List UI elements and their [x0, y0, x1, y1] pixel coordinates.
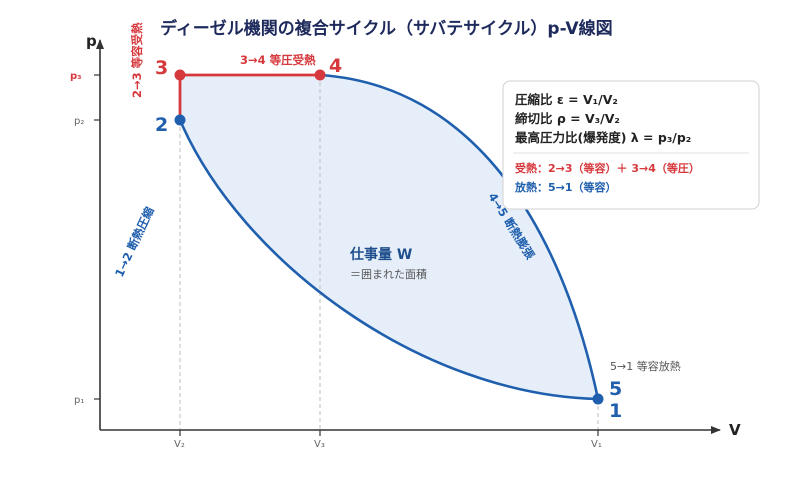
point-2-marker: [174, 114, 186, 126]
info-heat-out: 放熱：5→1（等容）: [514, 180, 617, 194]
point-5-label: 5: [609, 378, 622, 400]
point-1-marker: [592, 393, 604, 405]
x-axis-label: V: [729, 421, 741, 439]
curve-adiabatic-expansion: [319, 73, 600, 400]
work-subtitle: ＝囲まれた面積: [350, 267, 427, 281]
y-tick-p2: p₂: [74, 116, 84, 127]
diagram-title: ディーゼル機関の複合サイクル（サバテサイクル）p-V線図: [160, 18, 613, 39]
work-area: [180, 75, 598, 399]
y-tick-p3: p₃: [70, 71, 82, 82]
point-4-label: 4: [329, 55, 342, 77]
point-1-label: 1: [609, 400, 622, 422]
x-tick-v2: V₂: [174, 439, 185, 450]
y-axis-label: p: [86, 32, 97, 50]
point-3-label: 3: [155, 57, 168, 79]
x-tick-v1: V₁: [591, 439, 602, 450]
point-3-marker: [174, 69, 186, 81]
info-box: 圧縮比 ε = V₁/V₂ 締切比 ρ = V₃/V₂ 最高圧力比(爆発度) λ…: [502, 80, 760, 210]
label-const-pressure: 3→4 等圧受熱: [240, 53, 316, 67]
info-cutoff-ratio: 締切比 ρ = V₃/V₂: [515, 111, 620, 126]
work-title: 仕事量 W: [349, 246, 412, 263]
info-pressure-ratio: 最高圧力比(爆発度) λ = p₃/p₂: [515, 130, 691, 145]
info-heat-in: 受熱：2→3（等容）＋ 3→4（等圧）: [515, 161, 700, 175]
curve-adiabatic-compression: [178, 119, 599, 401]
y-tick-p1: p₁: [74, 395, 84, 406]
label-release: 5→1 等容放熱: [610, 359, 681, 373]
label-const-volume: 2→3 等容受熱: [130, 22, 144, 98]
point-4-marker: [314, 69, 326, 81]
point-2-label: 2: [155, 114, 168, 136]
label-compression: 1→2 断熱圧縮: [112, 204, 157, 279]
x-tick-v3: V₃: [314, 439, 325, 450]
info-compression-ratio: 圧縮比 ε = V₁/V₂: [515, 92, 618, 107]
